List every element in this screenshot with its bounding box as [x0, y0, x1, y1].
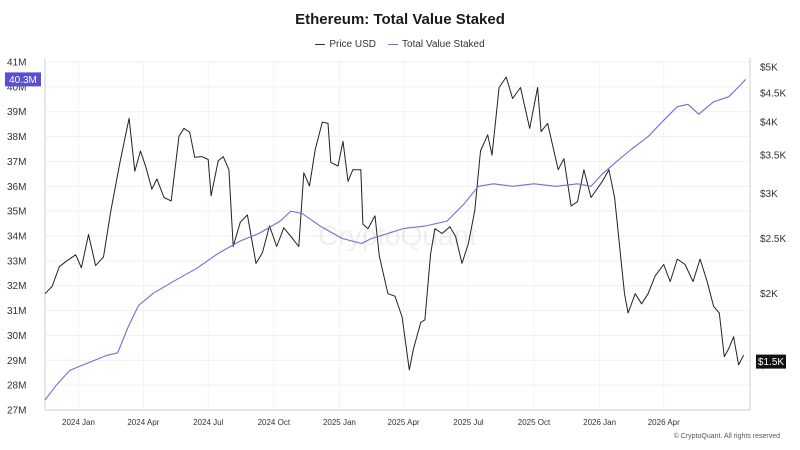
chart-title: Ethereum: Total Value Staked	[295, 11, 505, 28]
x-tick-label: 2025 Oct	[518, 418, 551, 427]
x-tick-label: 2024 Apr	[127, 418, 159, 427]
left-tick-label: 33M	[7, 256, 26, 267]
left-tick-label: 41M	[7, 58, 26, 69]
left-tick-label: 27M	[7, 406, 26, 417]
right-tick-label: $2.5K	[760, 234, 786, 245]
x-tick-label: 2025 Apr	[388, 418, 420, 427]
x-tick-label: 2024 Jul	[193, 418, 223, 427]
x-tick-label: 2026 Apr	[648, 418, 680, 427]
left-tick-label: 28M	[7, 381, 26, 392]
left-tick-label: 34M	[7, 232, 26, 243]
left-tick-label: 37M	[7, 157, 26, 168]
watermark: CryptoQuant	[318, 220, 477, 251]
legend: Price USD Total Value Staked	[0, 39, 800, 50]
x-tick-label: 2025 Jan	[323, 418, 356, 427]
left-tick-label: 40M	[7, 82, 26, 93]
x-tick-label: 2025 Jul	[453, 418, 483, 427]
price-usd-line	[44, 76, 745, 371]
legend-swatch-staked	[388, 44, 399, 45]
total-value-staked-line	[44, 79, 747, 401]
left-tick-label: 35M	[7, 207, 26, 218]
legend-item-staked[interactable]: Total Value Staked	[388, 39, 485, 50]
copyright-footer: © CryptoQuant. All rights reserved	[673, 433, 780, 440]
left-tick-label: 31M	[7, 306, 26, 317]
right-tick-label: $4.5K	[760, 88, 786, 99]
legend-label-price: Price USD	[329, 39, 377, 50]
x-tick-label: 2026 Jan	[583, 418, 616, 427]
left-tick-label: 32M	[7, 281, 26, 292]
left-tick-label: 30M	[7, 331, 26, 342]
right-tick-label: $5K	[760, 62, 778, 73]
left-tick-label: 36M	[7, 182, 26, 193]
legend-swatch-price	[315, 44, 326, 45]
legend-item-price[interactable]: Price USD	[315, 39, 376, 50]
legend-label-staked: Total Value Staked	[402, 39, 485, 50]
right-tick-label: $4K	[760, 118, 778, 129]
right-tick-label: $2K	[760, 289, 778, 300]
right-tick-label: $3K	[760, 189, 778, 200]
left-tick-label: 38M	[7, 132, 26, 143]
x-tick-label: 2024 Jan	[62, 418, 95, 427]
x-tick-label: 2024 Oct	[258, 418, 291, 427]
right-current-badge	[756, 354, 786, 369]
right-tick-label: $3.5K	[760, 151, 786, 162]
left-current-value: 40.3M	[9, 75, 37, 86]
left-tick-label: 39M	[7, 107, 26, 118]
left-tick-label: 29M	[7, 356, 26, 367]
left-current-badge	[5, 72, 41, 87]
right-current-value: $1.5K	[758, 357, 784, 368]
